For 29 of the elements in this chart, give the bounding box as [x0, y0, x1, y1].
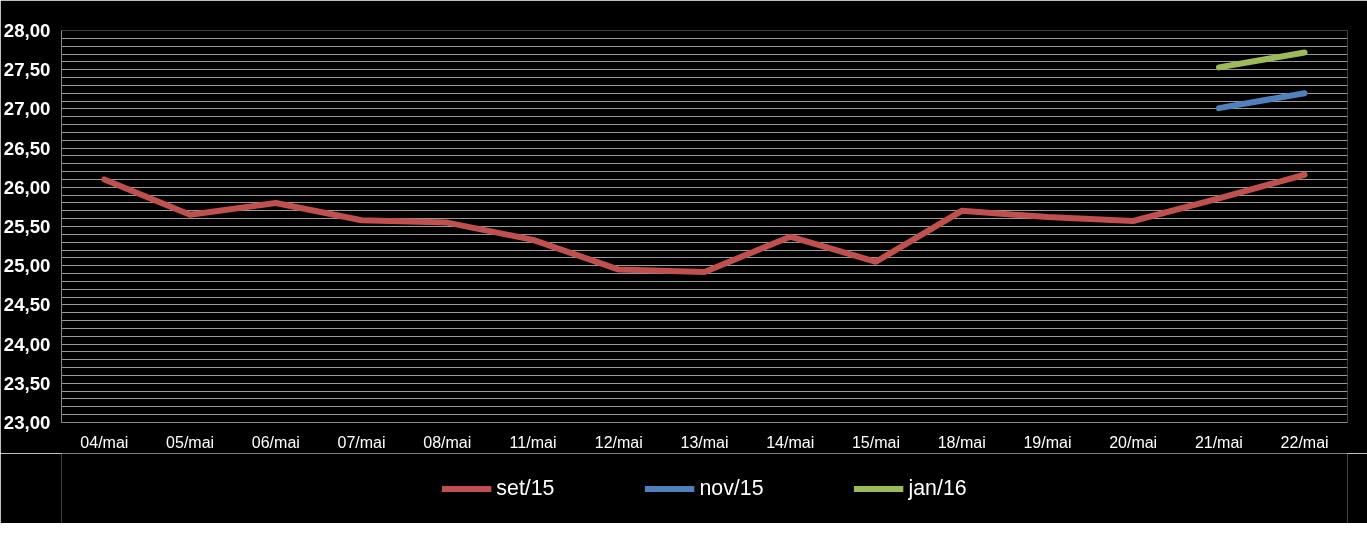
x-tick-label: 19/mai [1023, 433, 1072, 451]
x-tick-label: 13/mai [680, 433, 729, 451]
y-tick-label: 26,00 [3, 176, 51, 198]
y-tick-label: 27,00 [3, 98, 51, 120]
x-tick-label: 11/mai [509, 433, 557, 451]
x-tick-label: 22/mai [1280, 433, 1329, 451]
x-tick-label: 04/mai [80, 433, 129, 451]
x-tick-label: 05/mai [166, 433, 215, 451]
x-tick-label: 21/mai [1194, 433, 1243, 451]
y-tick-label: 25,00 [3, 255, 51, 277]
y-tick-label: 27,50 [3, 59, 51, 81]
legend-label: nov/15 [699, 475, 764, 501]
x-tick-label: 15/mai [851, 433, 900, 451]
x-tick-label: 06/mai [251, 433, 300, 451]
legend-label: jan/16 [908, 475, 967, 501]
x-tick-label: 14/mai [766, 433, 815, 451]
y-tick-label: 24,00 [3, 333, 51, 355]
y-tick-label: 23,50 [3, 372, 51, 394]
y-tick-label: 24,50 [3, 294, 51, 316]
legend-label: set/15 [496, 475, 555, 501]
x-tick-label: 08/mai [423, 433, 472, 451]
y-tick-label: 25,50 [3, 216, 51, 237]
y-tick-label: 23,00 [3, 412, 51, 433]
y-tick-label: 28,00 [3, 20, 51, 41]
x-tick-label: 12/mai [594, 433, 643, 451]
y-tick-label: 26,50 [3, 137, 51, 159]
x-tick-label: 07/mai [337, 433, 386, 451]
x-tick-label: 20/mai [1109, 433, 1158, 451]
x-tick-label: 18/mai [937, 433, 986, 451]
